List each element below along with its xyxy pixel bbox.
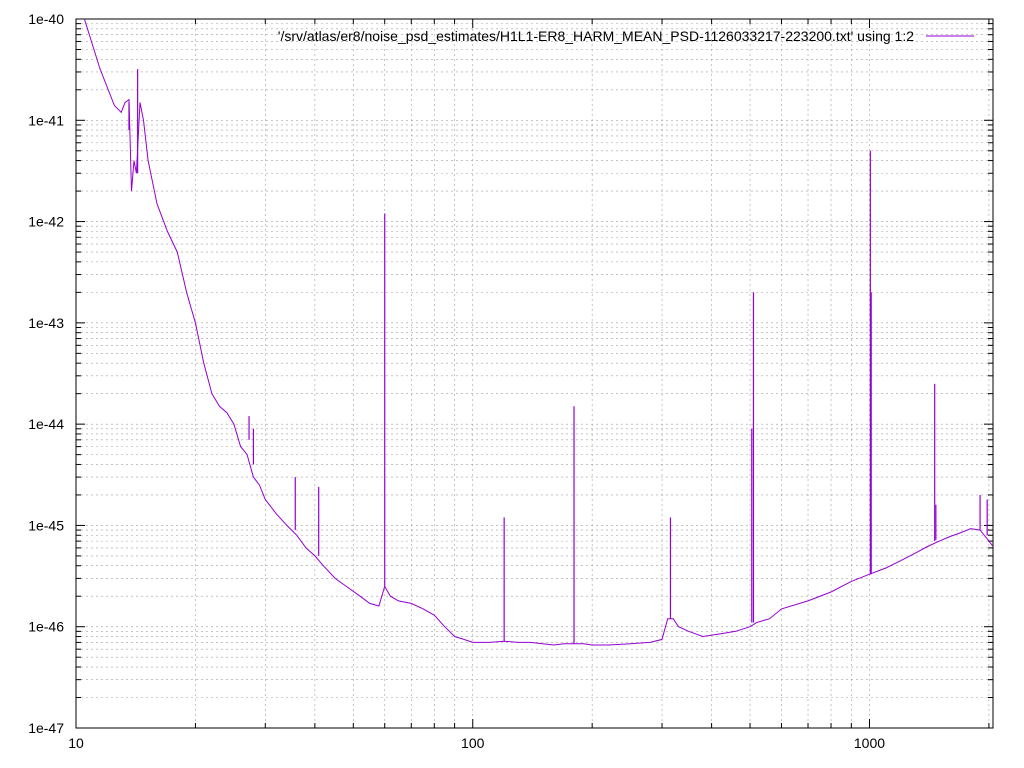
x-tick-label: 100 bbox=[461, 735, 485, 751]
y-tick-label: 1e-46 bbox=[28, 619, 64, 635]
tick-labels: 10 100 1000 1e-40 1e-41 1e-42 1e-43 1e-44 1e-45 1… bbox=[28, 11, 885, 751]
x-tick-label: 10 bbox=[68, 735, 84, 751]
y-tick-label: 1e-42 bbox=[28, 214, 64, 230]
y-tick-label: 1e-40 bbox=[28, 11, 64, 27]
y-tick-label: 1e-41 bbox=[28, 112, 64, 128]
y-tick-label: 1e-47 bbox=[28, 720, 64, 736]
plot-frame bbox=[75, 18, 994, 729]
series-line bbox=[83, 19, 993, 646]
grid bbox=[75, 19, 993, 729]
series bbox=[83, 19, 993, 646]
y-tick-label: 1e-43 bbox=[28, 315, 64, 331]
y-tick-label: 1e-45 bbox=[28, 517, 64, 533]
y-tick-label: 1e-44 bbox=[28, 416, 64, 432]
x-tick-label: 1000 bbox=[854, 735, 885, 751]
legend-label: '/srv/atlas/er8/noise_psd_estimates/H1L1… bbox=[278, 28, 914, 44]
legend: '/srv/atlas/er8/noise_psd_estimates/H1L1… bbox=[278, 28, 974, 44]
axis-ticks bbox=[75, 19, 993, 729]
